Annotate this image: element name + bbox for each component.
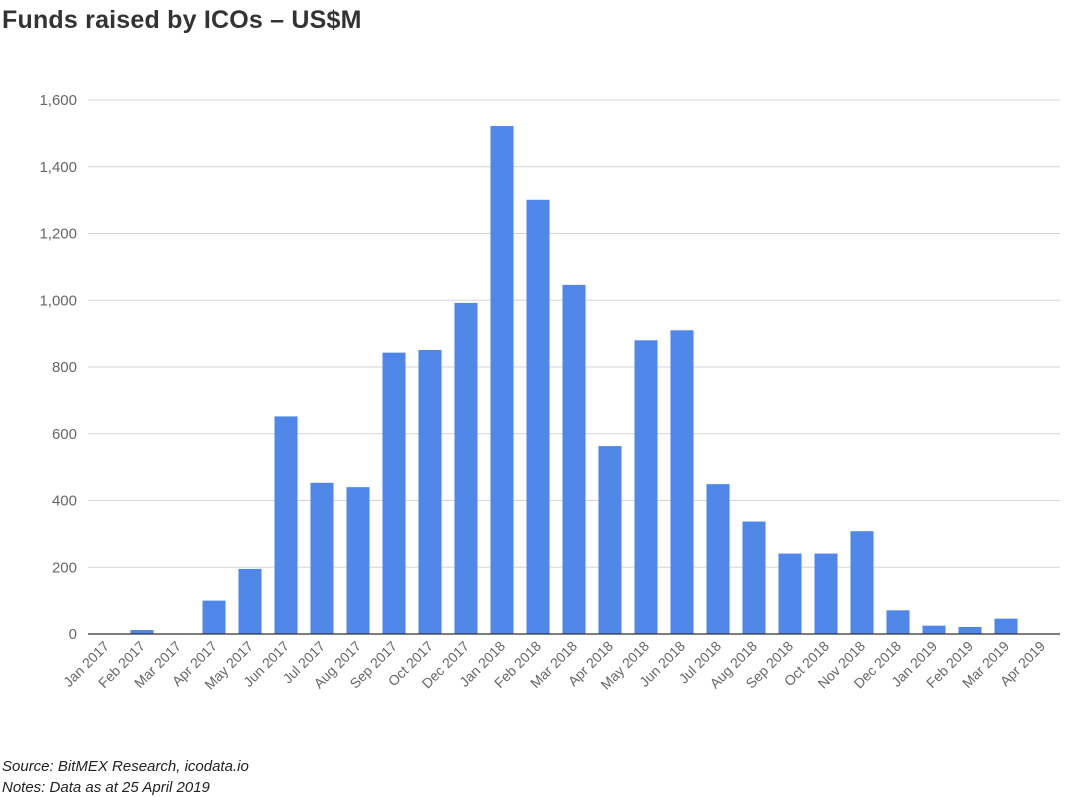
bar bbox=[742, 521, 766, 634]
y-tick-label: 1,600 bbox=[39, 92, 77, 109]
bar bbox=[994, 618, 1018, 634]
bar bbox=[706, 484, 730, 634]
bar bbox=[310, 482, 334, 634]
bar-chart: 0 200 400 600 800 1,000 1,200 1,400 1,600 Jan 20… bbox=[39, 92, 1060, 693]
y-axis-tick-labels: 0 200 400 600 800 1,000 1,200 1,400 1,600 bbox=[39, 92, 77, 643]
bar bbox=[886, 610, 910, 634]
bar bbox=[202, 600, 226, 634]
bar bbox=[670, 330, 694, 634]
bar bbox=[958, 626, 982, 634]
y-tick-label: 600 bbox=[52, 426, 77, 443]
y-tick-label: 1,000 bbox=[39, 292, 77, 309]
y-tick-label: 200 bbox=[52, 559, 77, 576]
y-tick-label: 0 bbox=[69, 626, 77, 643]
bar bbox=[598, 446, 622, 634]
chart-title: Funds raised by ICOs – US$M bbox=[2, 6, 362, 34]
bar bbox=[814, 553, 838, 634]
bar bbox=[274, 416, 298, 634]
bar bbox=[526, 199, 550, 634]
bar bbox=[454, 302, 478, 634]
bar bbox=[850, 531, 874, 634]
bar bbox=[562, 284, 586, 634]
bar bbox=[238, 568, 262, 634]
y-tick-label: 800 bbox=[52, 359, 77, 376]
bars bbox=[130, 126, 1018, 634]
source-note: Source: BitMEX Research, icodata.io bbox=[2, 758, 249, 775]
y-tick-label: 400 bbox=[52, 493, 77, 510]
bar bbox=[382, 352, 406, 634]
bar bbox=[778, 553, 802, 634]
bar bbox=[922, 625, 946, 634]
bar bbox=[130, 629, 154, 634]
y-tick-label: 1,400 bbox=[39, 159, 77, 176]
bar bbox=[346, 487, 370, 634]
data-note: Notes: Data as at 25 April 2019 bbox=[2, 779, 210, 796]
bar bbox=[418, 349, 442, 634]
bar bbox=[490, 126, 514, 634]
y-tick-label: 1,200 bbox=[39, 226, 77, 243]
bar bbox=[634, 340, 658, 634]
